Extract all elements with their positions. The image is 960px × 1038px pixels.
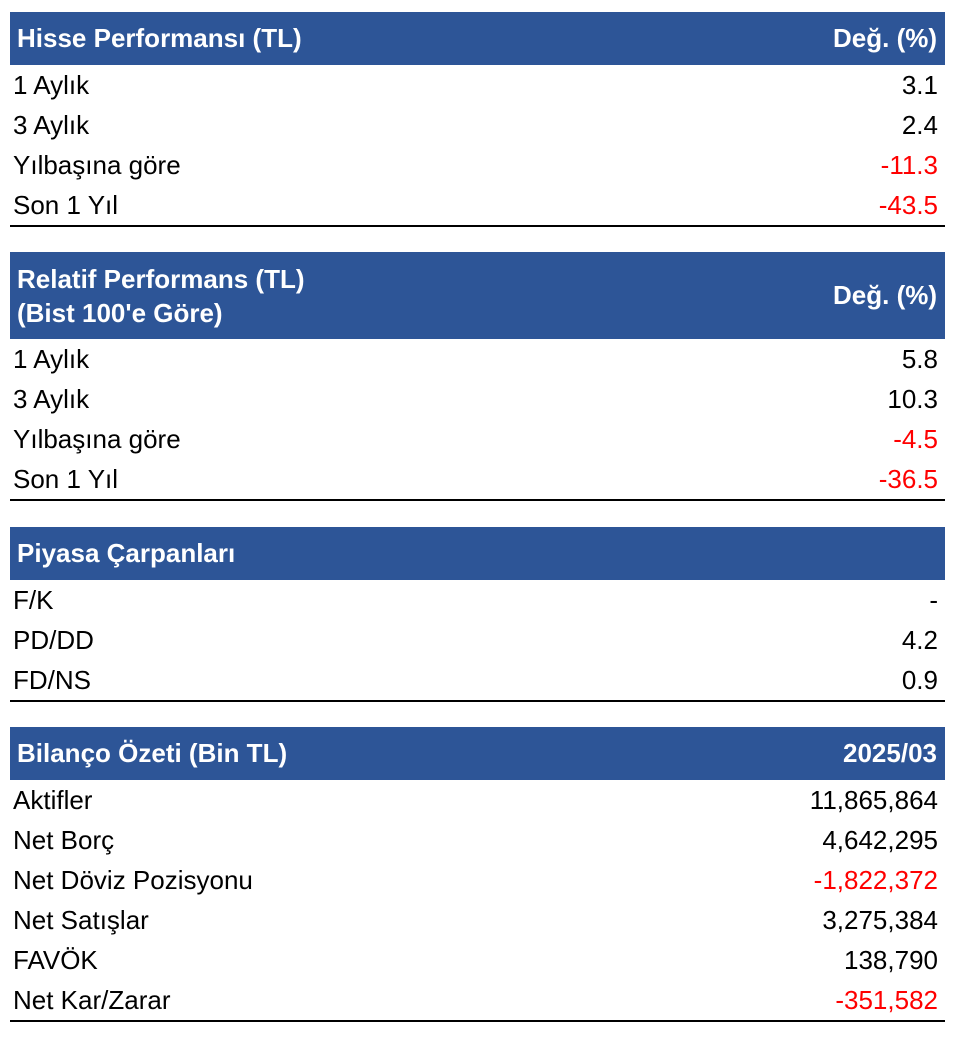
table-row: Yılbaşına göre -11.3 — [10, 145, 945, 185]
row-label: Aktifler — [13, 784, 93, 815]
relative-performance-title: Relatif Performans (TL) (Bist 100'e Göre… — [17, 262, 305, 330]
row-value: 4,642,295 — [822, 824, 938, 855]
row-label: Yılbaşına göre — [13, 149, 181, 180]
row-value: -1,822,372 — [813, 864, 938, 895]
row-value: -36.5 — [878, 463, 938, 494]
balance-summary-rows: Aktifler 11,865,864 Net Borç 4,642,295 N… — [10, 780, 945, 1022]
row-value: 3,275,384 — [822, 904, 938, 935]
market-multiples-table: Piyasa Çarpanları F/K - PD/DD 4.2 FD/NS … — [10, 527, 945, 702]
relative-performance-title-line2: (Bist 100'e Göre) — [17, 297, 223, 328]
table-row: Yılbaşına göre -4.5 — [10, 419, 945, 459]
table-row: Aktifler 11,865,864 — [10, 780, 945, 820]
row-label: Net Döviz Pozisyonu — [13, 864, 253, 895]
market-multiples-header: Piyasa Çarpanları — [10, 527, 945, 580]
table-row: PD/DD 4.2 — [10, 620, 945, 660]
table-row: F/K - — [10, 580, 945, 620]
table-row: Net Döviz Pozisyonu -1,822,372 — [10, 860, 945, 900]
row-label: FD/NS — [13, 664, 91, 695]
row-value: 0.9 — [901, 664, 938, 695]
stock-performance-header: Hisse Performansı (TL) Değ. (%) — [10, 12, 945, 65]
stock-performance-value-header: Değ. (%) — [833, 23, 937, 53]
relative-performance-header: Relatif Performans (TL) (Bist 100'e Göre… — [10, 252, 945, 339]
row-value: 11,865,864 — [809, 784, 938, 815]
row-value: 10.3 — [887, 383, 938, 414]
relative-performance-table: Relatif Performans (TL) (Bist 100'e Göre… — [10, 252, 945, 501]
balance-summary-header: Bilanço Özeti (Bin TL) 2025/03 — [10, 727, 945, 780]
row-label: Son 1 Yıl — [13, 463, 119, 494]
relative-performance-value-header: Değ. (%) — [833, 280, 937, 310]
table-row: 3 Aylık 10.3 — [10, 379, 945, 419]
row-label: Son 1 Yıl — [13, 189, 119, 220]
market-multiples-title: Piyasa Çarpanları — [17, 538, 236, 568]
table-row: Son 1 Yıl -43.5 — [10, 185, 945, 225]
row-label: F/K — [13, 584, 54, 615]
table-row: 1 Aylık 5.8 — [10, 339, 945, 379]
row-value: -11.3 — [880, 149, 938, 180]
row-value: -351,582 — [835, 984, 938, 1015]
balance-summary-table: Bilanço Özeti (Bin TL) 2025/03 Aktifler … — [10, 727, 945, 1022]
stock-performance-table: Hisse Performansı (TL) Değ. (%) 1 Aylık … — [10, 12, 945, 227]
row-label: 3 Aylık — [13, 109, 90, 140]
stock-performance-rows: 1 Aylık 3.1 3 Aylık 2.4 Yılbaşına göre -… — [10, 65, 945, 227]
row-value: -4.5 — [893, 423, 938, 454]
stock-performance-title: Hisse Performansı (TL) — [17, 23, 302, 53]
row-value: 3.1 — [901, 69, 938, 100]
row-value: 138,790 — [844, 944, 938, 975]
table-row: Net Satışlar 3,275,384 — [10, 900, 945, 940]
row-label: Net Borç — [13, 824, 115, 855]
row-label: 1 Aylık — [13, 69, 90, 100]
row-label: 3 Aylık — [13, 383, 90, 414]
table-row: 1 Aylık 3.1 — [10, 65, 945, 105]
row-value: -43.5 — [878, 189, 938, 220]
table-row: Net Borç 4,642,295 — [10, 820, 945, 860]
table-row: FAVÖK 138,790 — [10, 940, 945, 980]
relative-performance-rows: 1 Aylık 5.8 3 Aylık 10.3 Yılbaşına göre … — [10, 339, 945, 501]
row-label: Yılbaşına göre — [13, 423, 181, 454]
row-label: PD/DD — [13, 624, 94, 655]
row-label: FAVÖK — [13, 944, 98, 975]
row-value: 2.4 — [901, 109, 938, 140]
row-label: Net Satışlar — [13, 904, 149, 935]
row-label: Net Kar/Zarar — [13, 984, 171, 1015]
balance-summary-period-header: 2025/03 — [843, 738, 937, 768]
row-value: 5.8 — [901, 343, 938, 374]
relative-performance-title-line1: Relatif Performans (TL) — [17, 263, 305, 294]
table-row: Son 1 Yıl -36.5 — [10, 459, 945, 499]
table-row: FD/NS 0.9 — [10, 660, 945, 700]
row-label: 1 Aylık — [13, 343, 90, 374]
row-value: 4.2 — [901, 624, 938, 655]
market-multiples-rows: F/K - PD/DD 4.2 FD/NS 0.9 — [10, 580, 945, 702]
table-row: 3 Aylık 2.4 — [10, 105, 945, 145]
table-row: Net Kar/Zarar -351,582 — [10, 980, 945, 1020]
row-value: - — [929, 584, 938, 615]
balance-summary-title: Bilanço Özeti (Bin TL) — [17, 738, 288, 768]
